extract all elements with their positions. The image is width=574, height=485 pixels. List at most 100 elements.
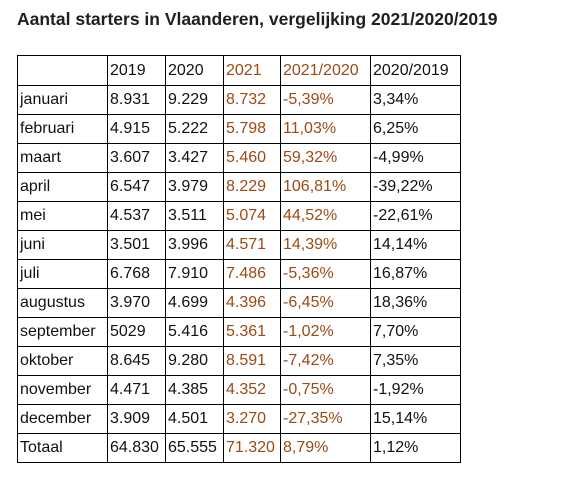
table-cell: oktober xyxy=(17,346,108,376)
table-row: januari 8.931 9.229 8.732 -5,39% 3,34% xyxy=(17,85,461,115)
table-cell: Totaal xyxy=(17,433,108,463)
table-row: augustus 3.970 4.699 4.396 -6,45% 18,36% xyxy=(17,288,461,318)
table-cell: 4.352 xyxy=(223,375,281,405)
table-cell: december xyxy=(17,404,108,434)
table-cell: 3,34% xyxy=(370,85,461,115)
page-title: Aantal starters in Vlaanderen, vergelijk… xyxy=(17,9,498,29)
table-cell: -5,39% xyxy=(280,85,371,115)
table-cell: 5.222 xyxy=(165,114,224,144)
table-cell: 7,35% xyxy=(370,346,461,376)
table-header-cell xyxy=(17,55,108,86)
table-cell: juni xyxy=(17,230,108,260)
table-row: februari 4.915 5.222 5.798 11,03% 6,25% xyxy=(17,114,461,144)
table-row: juli 6.768 7.910 7.486 -5,36% 16,87% xyxy=(17,259,461,289)
table-cell: 15,14% xyxy=(370,404,461,434)
table-cell: april xyxy=(17,172,108,202)
table-cell: 8.645 xyxy=(107,346,166,376)
table-cell: 3.996 xyxy=(165,230,224,260)
table-cell: 6.547 xyxy=(107,172,166,202)
table-header-cell: 2021/2020 xyxy=(280,55,371,86)
table-cell: 5.416 xyxy=(165,317,224,347)
table-cell: 5029 xyxy=(107,317,166,347)
table-cell: 8.931 xyxy=(107,85,166,115)
table-header-cell: 2020/2019 xyxy=(370,55,461,86)
table-cell: 106,81% xyxy=(280,172,371,202)
table-cell: 7.486 xyxy=(223,259,281,289)
table-cell: -4,99% xyxy=(370,143,461,173)
table-cell: 14,39% xyxy=(280,230,371,260)
table-cell: 4.537 xyxy=(107,201,166,231)
table-cell: 8,79% xyxy=(280,433,371,463)
table-cell: november xyxy=(17,375,108,405)
table-cell: 3.970 xyxy=(107,288,166,318)
table-cell: 59,32% xyxy=(280,143,371,173)
table-cell: 3.427 xyxy=(165,143,224,173)
table-cell: -22,61% xyxy=(370,201,461,231)
table-cell: 5.074 xyxy=(223,201,281,231)
table-cell: januari xyxy=(17,85,108,115)
table-row: maart 3.607 3.427 5.460 59,32% -4,99% xyxy=(17,143,461,173)
starters-table: 2019 2020 2021 2021/2020 2020/2019 januari 8.9… xyxy=(17,55,461,463)
table-row: juni 3.501 3.996 4.571 14,39% 14,14% xyxy=(17,230,461,260)
table-cell: 9.229 xyxy=(165,85,224,115)
table-cell: 65.555 xyxy=(165,433,224,463)
table-cell: -27,35% xyxy=(280,404,371,434)
table-cell: 9.280 xyxy=(165,346,224,376)
table-cell: augustus xyxy=(17,288,108,318)
table-cell: 5.361 xyxy=(223,317,281,347)
table-row: april 6.547 3.979 8.229 106,81% -39,22% xyxy=(17,172,461,202)
table-cell: 44,52% xyxy=(280,201,371,231)
table-cell: 4.471 xyxy=(107,375,166,405)
table-cell: 8.229 xyxy=(223,172,281,202)
table-cell: 4.385 xyxy=(165,375,224,405)
table-cell: 6.768 xyxy=(107,259,166,289)
table-row: december 3.909 4.501 3.270 -27,35% 15,14% xyxy=(17,404,461,434)
table-row: oktober 8.645 9.280 8.591 -7,42% 7,35% xyxy=(17,346,461,376)
table-cell: 4.396 xyxy=(223,288,281,318)
table-cell: 18,36% xyxy=(370,288,461,318)
table-cell: 4.699 xyxy=(165,288,224,318)
table-row: mei 4.537 3.511 5.074 44,52% -22,61% xyxy=(17,201,461,231)
table-cell: juli xyxy=(17,259,108,289)
table-cell: 4.915 xyxy=(107,114,166,144)
table-cell: -1,92% xyxy=(370,375,461,405)
table-cell: 7.910 xyxy=(165,259,224,289)
table-header-cell: 2021 xyxy=(223,55,281,86)
table-cell: 8.732 xyxy=(223,85,281,115)
table-cell: 4.501 xyxy=(165,404,224,434)
table-row: september 5029 5.416 5.361 -1,02% 7,70% xyxy=(17,317,461,347)
table-cell: -6,45% xyxy=(280,288,371,318)
table-cell: -0,75% xyxy=(280,375,371,405)
table-cell: 14,14% xyxy=(370,230,461,260)
table-cell: 6,25% xyxy=(370,114,461,144)
table-cell: 7,70% xyxy=(370,317,461,347)
table-cell: 3.511 xyxy=(165,201,224,231)
table-cell: -1,02% xyxy=(280,317,371,347)
table-cell: 5.460 xyxy=(223,143,281,173)
table-cell: 4.571 xyxy=(223,230,281,260)
table-cell: -39,22% xyxy=(370,172,461,202)
table-cell: februari xyxy=(17,114,108,144)
table-cell: 11,03% xyxy=(280,114,371,144)
table-cell: 8.591 xyxy=(223,346,281,376)
table-cell: -7,42% xyxy=(280,346,371,376)
table-cell: mei xyxy=(17,201,108,231)
table-body: 2019 2020 2021 2021/2020 2020/2019 januari 8.9… xyxy=(17,55,461,463)
table-cell: 71.320 xyxy=(223,433,281,463)
table-cell: maart xyxy=(17,143,108,173)
table-cell: 3.270 xyxy=(223,404,281,434)
table-row: november 4.471 4.385 4.352 -0,75% -1,92% xyxy=(17,375,461,405)
table-cell: 3.607 xyxy=(107,143,166,173)
table-header-row: 2019 2020 2021 2021/2020 2020/2019 xyxy=(17,55,461,86)
table-header-cell: 2020 xyxy=(165,55,224,86)
table-cell: 16,87% xyxy=(370,259,461,289)
table-cell: 64.830 xyxy=(107,433,166,463)
table-cell: 1,12% xyxy=(370,433,461,463)
table-row: Totaal 64.830 65.555 71.320 8,79% 1,12% xyxy=(17,433,461,463)
table-cell: 3.909 xyxy=(107,404,166,434)
table-cell: september xyxy=(17,317,108,347)
table-cell: 5.798 xyxy=(223,114,281,144)
table-cell: 3.979 xyxy=(165,172,224,202)
table-cell: 3.501 xyxy=(107,230,166,260)
table-cell: -5,36% xyxy=(280,259,371,289)
